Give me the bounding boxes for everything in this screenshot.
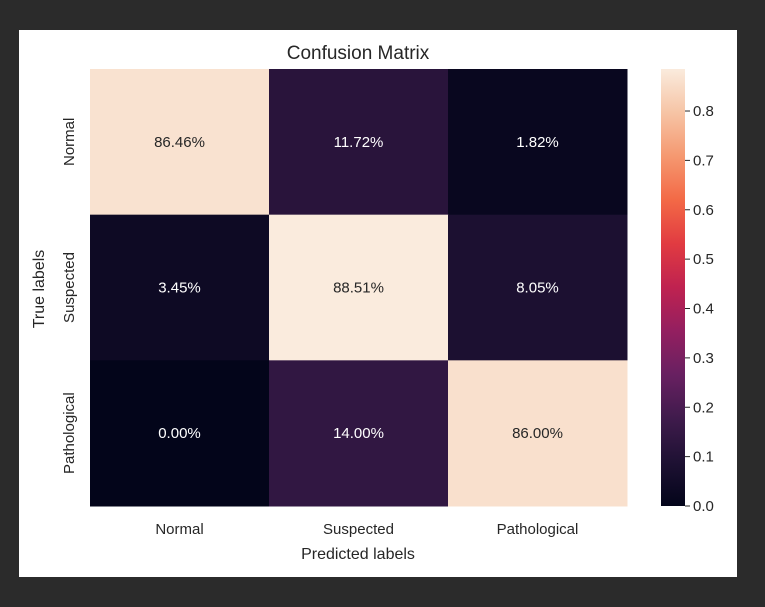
cell-value-label: 1.82%: [516, 134, 559, 151]
heatmap-cell: [448, 69, 628, 216]
cell-value-label: 3.45%: [158, 280, 201, 297]
cell-value-label: 0.00%: [158, 425, 201, 442]
cell-value-label: 88.51%: [333, 280, 384, 297]
cell-value-label: 86.46%: [154, 134, 205, 151]
x-tick-label: Suspected: [323, 521, 394, 538]
cell-value-label: 14.00%: [333, 425, 384, 442]
y-tick-label: Normal: [61, 118, 78, 166]
colorbar-ticks: 0.0 0.1 0.2 0.3 0.4 0.5 0.6 0.7 0.8: [685, 103, 714, 515]
cell-value-label: 8.05%: [516, 280, 559, 297]
heatmap-cell: [90, 360, 270, 507]
heatmap-cell: [269, 69, 449, 216]
heatmap-cells: [90, 69, 628, 507]
heatmap-cell: [269, 214, 449, 361]
colorbar-tick-label: 0.3: [693, 350, 714, 367]
cell-value-label: 86.00%: [512, 425, 563, 442]
colorbar-tick-label: 0.4: [693, 301, 714, 318]
colorbar: [661, 69, 685, 506]
heatmap-cell: [90, 69, 270, 216]
heatmap-cell-labels: 86.46% 11.72% 1.82% 3.45% 88.51% 8.05% 0.00% 14…: [154, 134, 563, 442]
colorbar-tick-label: 0.5: [693, 251, 714, 268]
y-axis-label: True labels: [31, 250, 48, 329]
x-tick-label: Pathological: [497, 521, 579, 538]
colorbar-tick-label: 0.8: [693, 103, 714, 120]
colorbar-tick-label: 0.7: [693, 152, 714, 169]
y-tick-labels: Normal Suspected Pathological: [61, 118, 78, 474]
x-tick-label: Normal: [155, 521, 203, 538]
chart-figure: Confusion Matrix 86.46% 11.72% 1.82% 3.45% 8…: [19, 30, 737, 577]
y-tick-label: Suspected: [61, 252, 78, 323]
heatmap-cell: [448, 360, 628, 507]
chart-title: Confusion Matrix: [287, 43, 430, 64]
x-tick-labels: Normal Suspected Pathological: [155, 521, 578, 538]
cell-value-label: 11.72%: [334, 134, 384, 151]
heatmap-cell: [448, 214, 628, 361]
heatmap-cell: [269, 360, 449, 507]
colorbar-tick-label: 0.0: [693, 498, 714, 515]
x-axis-label: Predicted labels: [301, 546, 415, 563]
confusion-matrix-chart: Confusion Matrix 86.46% 11.72% 1.82%3.45% 8…: [31, 43, 714, 563]
colorbar-tick-label: 0.2: [693, 399, 714, 416]
y-tick-label: Pathological: [61, 392, 78, 474]
heatmap-cell: [90, 214, 270, 361]
colorbar-tick-label: 0.6: [693, 202, 714, 219]
colorbar-tick-label: 0.1: [693, 449, 714, 466]
